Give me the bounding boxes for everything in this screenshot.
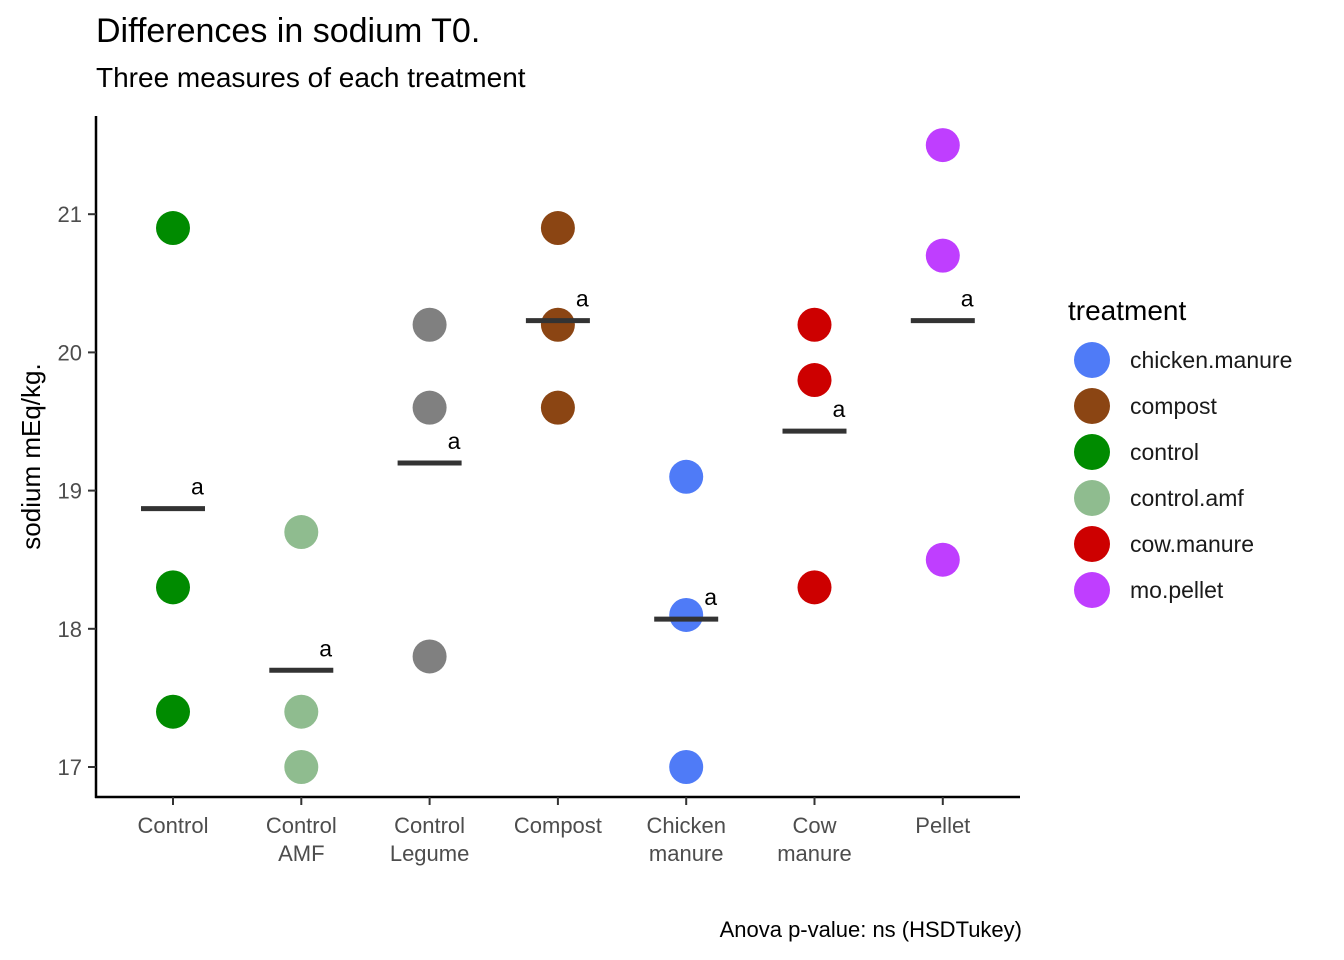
legend-label: compost <box>1130 392 1217 419</box>
legend-title: treatment <box>1068 295 1187 326</box>
group-letter: a <box>833 396 846 422</box>
data-point <box>284 750 319 784</box>
y-tick-label: 20 <box>58 340 82 365</box>
data-point <box>925 128 960 163</box>
data-point <box>540 307 575 342</box>
data-point <box>156 570 190 605</box>
data-point <box>540 390 575 425</box>
x-tick-label: Pellet <box>915 813 970 838</box>
chart-title: Differences in sodium T0. <box>96 12 481 50</box>
data-point <box>797 307 832 342</box>
legend-label: control.amf <box>1130 484 1244 511</box>
data-point <box>797 363 832 398</box>
group-letter: a <box>448 428 461 454</box>
legend-key-dot <box>1074 526 1110 562</box>
data-point <box>925 238 960 273</box>
data-point <box>284 515 319 550</box>
y-tick-label: 18 <box>58 617 82 642</box>
data-point <box>412 307 447 342</box>
legend-item: control <box>1068 429 1338 475</box>
x-tick-label-line: Control <box>266 813 337 838</box>
legend-item: chicken.manure <box>1068 337 1338 383</box>
data-point <box>669 750 704 784</box>
legend-item: compost <box>1068 383 1338 429</box>
x-tick-label-line: manure <box>777 841 852 866</box>
data-point <box>925 542 960 577</box>
y-tick-label: 21 <box>58 202 82 227</box>
data-point <box>669 597 704 632</box>
group-letter: a <box>704 584 717 610</box>
x-tick-label-line: Legume <box>390 841 470 866</box>
x-tick-label: Compost <box>514 813 602 838</box>
x-tick-label-line: Cow <box>792 813 836 838</box>
x-tick-label-line: Compost <box>514 813 602 838</box>
data-point <box>412 390 447 425</box>
data-point <box>412 639 447 674</box>
group-letter: a <box>576 286 589 312</box>
x-tick-label: Control AMF <box>266 813 337 866</box>
data-point <box>797 570 832 605</box>
x-tick-label: Cow manure <box>777 813 852 866</box>
legend-label: cow.manure <box>1130 530 1255 557</box>
x-tick-label-line: Chicken <box>646 813 725 838</box>
data-point <box>156 694 190 729</box>
legend-label: mo.pellet <box>1130 576 1224 603</box>
chart-subtitle: Three measures of each treatment <box>96 62 526 93</box>
data-point <box>284 694 319 729</box>
legend-label: control <box>1130 438 1200 465</box>
legend: treatment chicken.manure compost control co… <box>1068 295 1338 613</box>
group-letter: a <box>191 474 204 500</box>
legend-key-dot <box>1074 388 1110 424</box>
y-tick-label: 19 <box>58 479 82 504</box>
chart-caption: Anova p-value: ns (HSDTukey) <box>719 917 1022 942</box>
x-tick-label-line: Control <box>394 813 465 838</box>
legend-item: mo.pellet <box>1068 567 1338 613</box>
x-tick-label-line: AMF <box>278 841 324 866</box>
legend-key-dot <box>1074 572 1110 608</box>
data-point <box>540 211 575 246</box>
x-tick-label-line: manure <box>649 841 724 866</box>
x-tick-label-line: Pellet <box>915 813 970 838</box>
legend-items: chicken.manure compost control control.amf c… <box>1068 337 1338 613</box>
data-point <box>156 211 190 246</box>
legend-item: control.amf <box>1068 475 1338 521</box>
x-tick-label: Control Legume <box>390 813 470 866</box>
x-tick-label-line: Control <box>138 813 209 838</box>
legend-label: chicken.manure <box>1130 346 1293 373</box>
legend-key-dot <box>1074 480 1110 516</box>
group-letter: a <box>319 635 332 661</box>
legend-key-dot <box>1074 434 1110 470</box>
y-axis-title: sodium mEq/kg. <box>16 363 46 549</box>
legend-item: cow.manure <box>1068 521 1338 567</box>
x-tick-label: Chicken manure <box>646 813 725 866</box>
group-letter: a <box>961 286 974 312</box>
y-tick-label: 17 <box>58 755 82 780</box>
data-point <box>669 459 704 494</box>
legend-key-dot <box>1074 342 1110 378</box>
x-tick-label: Control <box>138 813 209 838</box>
